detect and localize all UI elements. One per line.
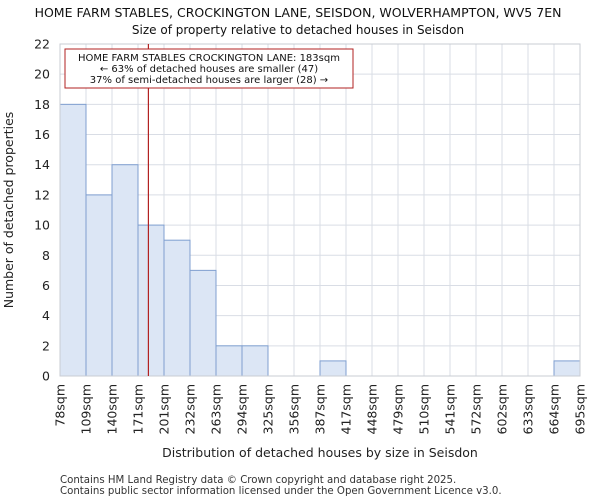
- bar: [215, 345, 243, 377]
- x-tick-label: 448sqm: [365, 384, 380, 434]
- x-tick-label: 664sqm: [547, 384, 562, 434]
- x-tick-label: 171sqm: [131, 384, 146, 434]
- y-axis-ticks: 0 2 4 6 8 10 12 14 16 18 20 22: [34, 37, 50, 384]
- y-tick-label: 0: [42, 369, 50, 384]
- bar: [59, 103, 87, 377]
- annotation-frame: [64, 48, 354, 89]
- annotation-box: HOME FARM STABLES CROCKINGTON LANE: 183s…: [64, 48, 354, 89]
- bar: [137, 224, 165, 377]
- y-tick-label: 8: [42, 248, 50, 263]
- x-tick-label: 387sqm: [313, 384, 328, 434]
- bar: [85, 194, 113, 377]
- chart-title: HOME FARM STABLES, CROCKINGTON LANE, SEI…: [35, 5, 562, 20]
- x-axis-label: Distribution of detached houses by size …: [162, 445, 478, 460]
- bar: [189, 269, 217, 377]
- y-tick-label: 18: [34, 97, 50, 112]
- y-tick-label: 14: [34, 157, 50, 172]
- y-tick-label: 4: [42, 308, 50, 323]
- x-tick-label: 633sqm: [521, 384, 536, 434]
- x-tick-label: 325sqm: [261, 384, 276, 434]
- x-tick-label: 602sqm: [495, 384, 510, 434]
- bar: [553, 360, 581, 377]
- annotation-line-1: HOME FARM STABLES CROCKINGTON LANE: 183s…: [78, 53, 340, 64]
- y-axis-label: Number of detached properties: [1, 112, 16, 309]
- x-tick-label: 572sqm: [469, 384, 484, 434]
- x-tick-label: 417sqm: [339, 384, 354, 434]
- x-tick-label: 232sqm: [183, 384, 198, 434]
- plot-frame: [59, 43, 581, 377]
- annotation-line-2: ← 63% of detached houses are smaller (47…: [100, 64, 318, 75]
- footer-line-1: Contains HM Land Registry data © Crown c…: [60, 475, 456, 486]
- y-tick-label: 16: [34, 127, 50, 142]
- x-tick-label: 78sqm: [53, 384, 68, 427]
- x-tick-label: 109sqm: [79, 384, 94, 434]
- y-tick-label: 12: [34, 187, 50, 202]
- bars: [59, 103, 581, 377]
- chart-subtitle: Size of property relative to detached ho…: [132, 23, 464, 37]
- x-tick-label: 541sqm: [443, 384, 458, 434]
- y-tick-label: 20: [34, 67, 50, 82]
- y-tick-label: 6: [42, 278, 50, 293]
- x-tick-label: 263sqm: [209, 384, 224, 434]
- footer-line-2: Contains public sector information licen…: [60, 486, 502, 497]
- x-tick-label: 695sqm: [573, 384, 588, 434]
- y-tick-label: 22: [34, 37, 50, 52]
- bar: [111, 164, 139, 377]
- x-axis-ticks: 78sqm 109sqm 140sqm 171sqm 201sqm 232sqm 263sq…: [53, 384, 588, 434]
- bar: [163, 239, 191, 377]
- bar: [241, 345, 269, 377]
- x-tick-label: 479sqm: [391, 384, 406, 434]
- y-tick-label: 10: [34, 218, 50, 233]
- x-tick-label: 294sqm: [235, 384, 250, 434]
- x-tick-label: 356sqm: [287, 384, 302, 434]
- bar: [319, 360, 347, 377]
- x-tick-label: 201sqm: [157, 384, 172, 434]
- annotation-line-3: 37% of semi-detached houses are larger (…: [90, 75, 328, 86]
- y-tick-label: 2: [42, 338, 50, 353]
- x-tick-label: 140sqm: [105, 384, 120, 434]
- x-tick-label: 510sqm: [417, 384, 432, 434]
